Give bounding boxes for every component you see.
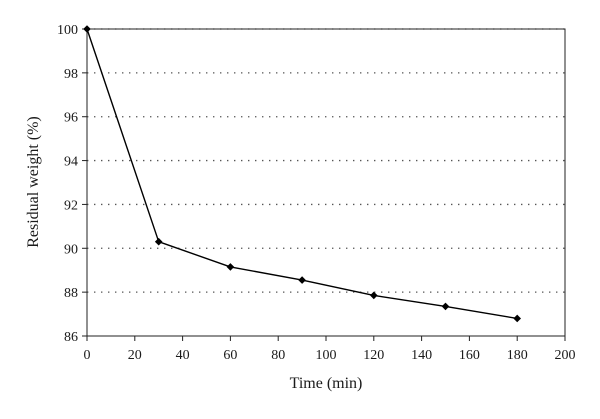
data-point xyxy=(83,25,91,33)
y-tick-label: 100 xyxy=(57,23,78,38)
x-tick-label: 120 xyxy=(363,348,384,363)
data-point xyxy=(513,314,521,323)
x-axis-ticks: 0 20 40 60 80 100 120 140 160 180 200 xyxy=(84,336,576,363)
y-tick-label: 92 xyxy=(64,198,78,213)
series-line xyxy=(86,28,518,320)
x-axis-title: Time (min) xyxy=(290,375,363,392)
y-tick-label: 96 xyxy=(64,111,78,126)
x-tick-label: 140 xyxy=(411,348,432,363)
y-tick-label: 94 xyxy=(64,155,78,170)
y-axis-ticks: 86 88 90 92 94 96 98 100 xyxy=(57,23,87,345)
y-axis-title: Residual weight (%) xyxy=(25,116,42,248)
plot-frame xyxy=(86,28,566,337)
y-tick-label: 90 xyxy=(64,242,78,257)
x-tick-label: 200 xyxy=(555,348,576,363)
y-tick-label: 86 xyxy=(64,330,78,345)
x-tick-label: 20 xyxy=(128,348,142,363)
x-tick-label: 100 xyxy=(316,348,337,363)
x-tick-label: 40 xyxy=(176,348,190,363)
series-layer xyxy=(83,25,521,323)
x-tick-label: 180 xyxy=(507,348,528,363)
data-point xyxy=(226,263,235,271)
data-point xyxy=(298,276,306,284)
data-point xyxy=(441,302,450,311)
y-tick-label: 98 xyxy=(64,67,78,82)
y-tick-label: 88 xyxy=(64,286,78,301)
x-tick-label: 160 xyxy=(459,348,480,363)
x-tick-label: 80 xyxy=(271,348,285,363)
x-tick-label: 60 xyxy=(223,348,237,363)
data-point xyxy=(370,291,378,300)
data-point xyxy=(154,237,163,246)
gridlines xyxy=(87,28,565,293)
x-tick-label: 0 xyxy=(84,348,91,363)
